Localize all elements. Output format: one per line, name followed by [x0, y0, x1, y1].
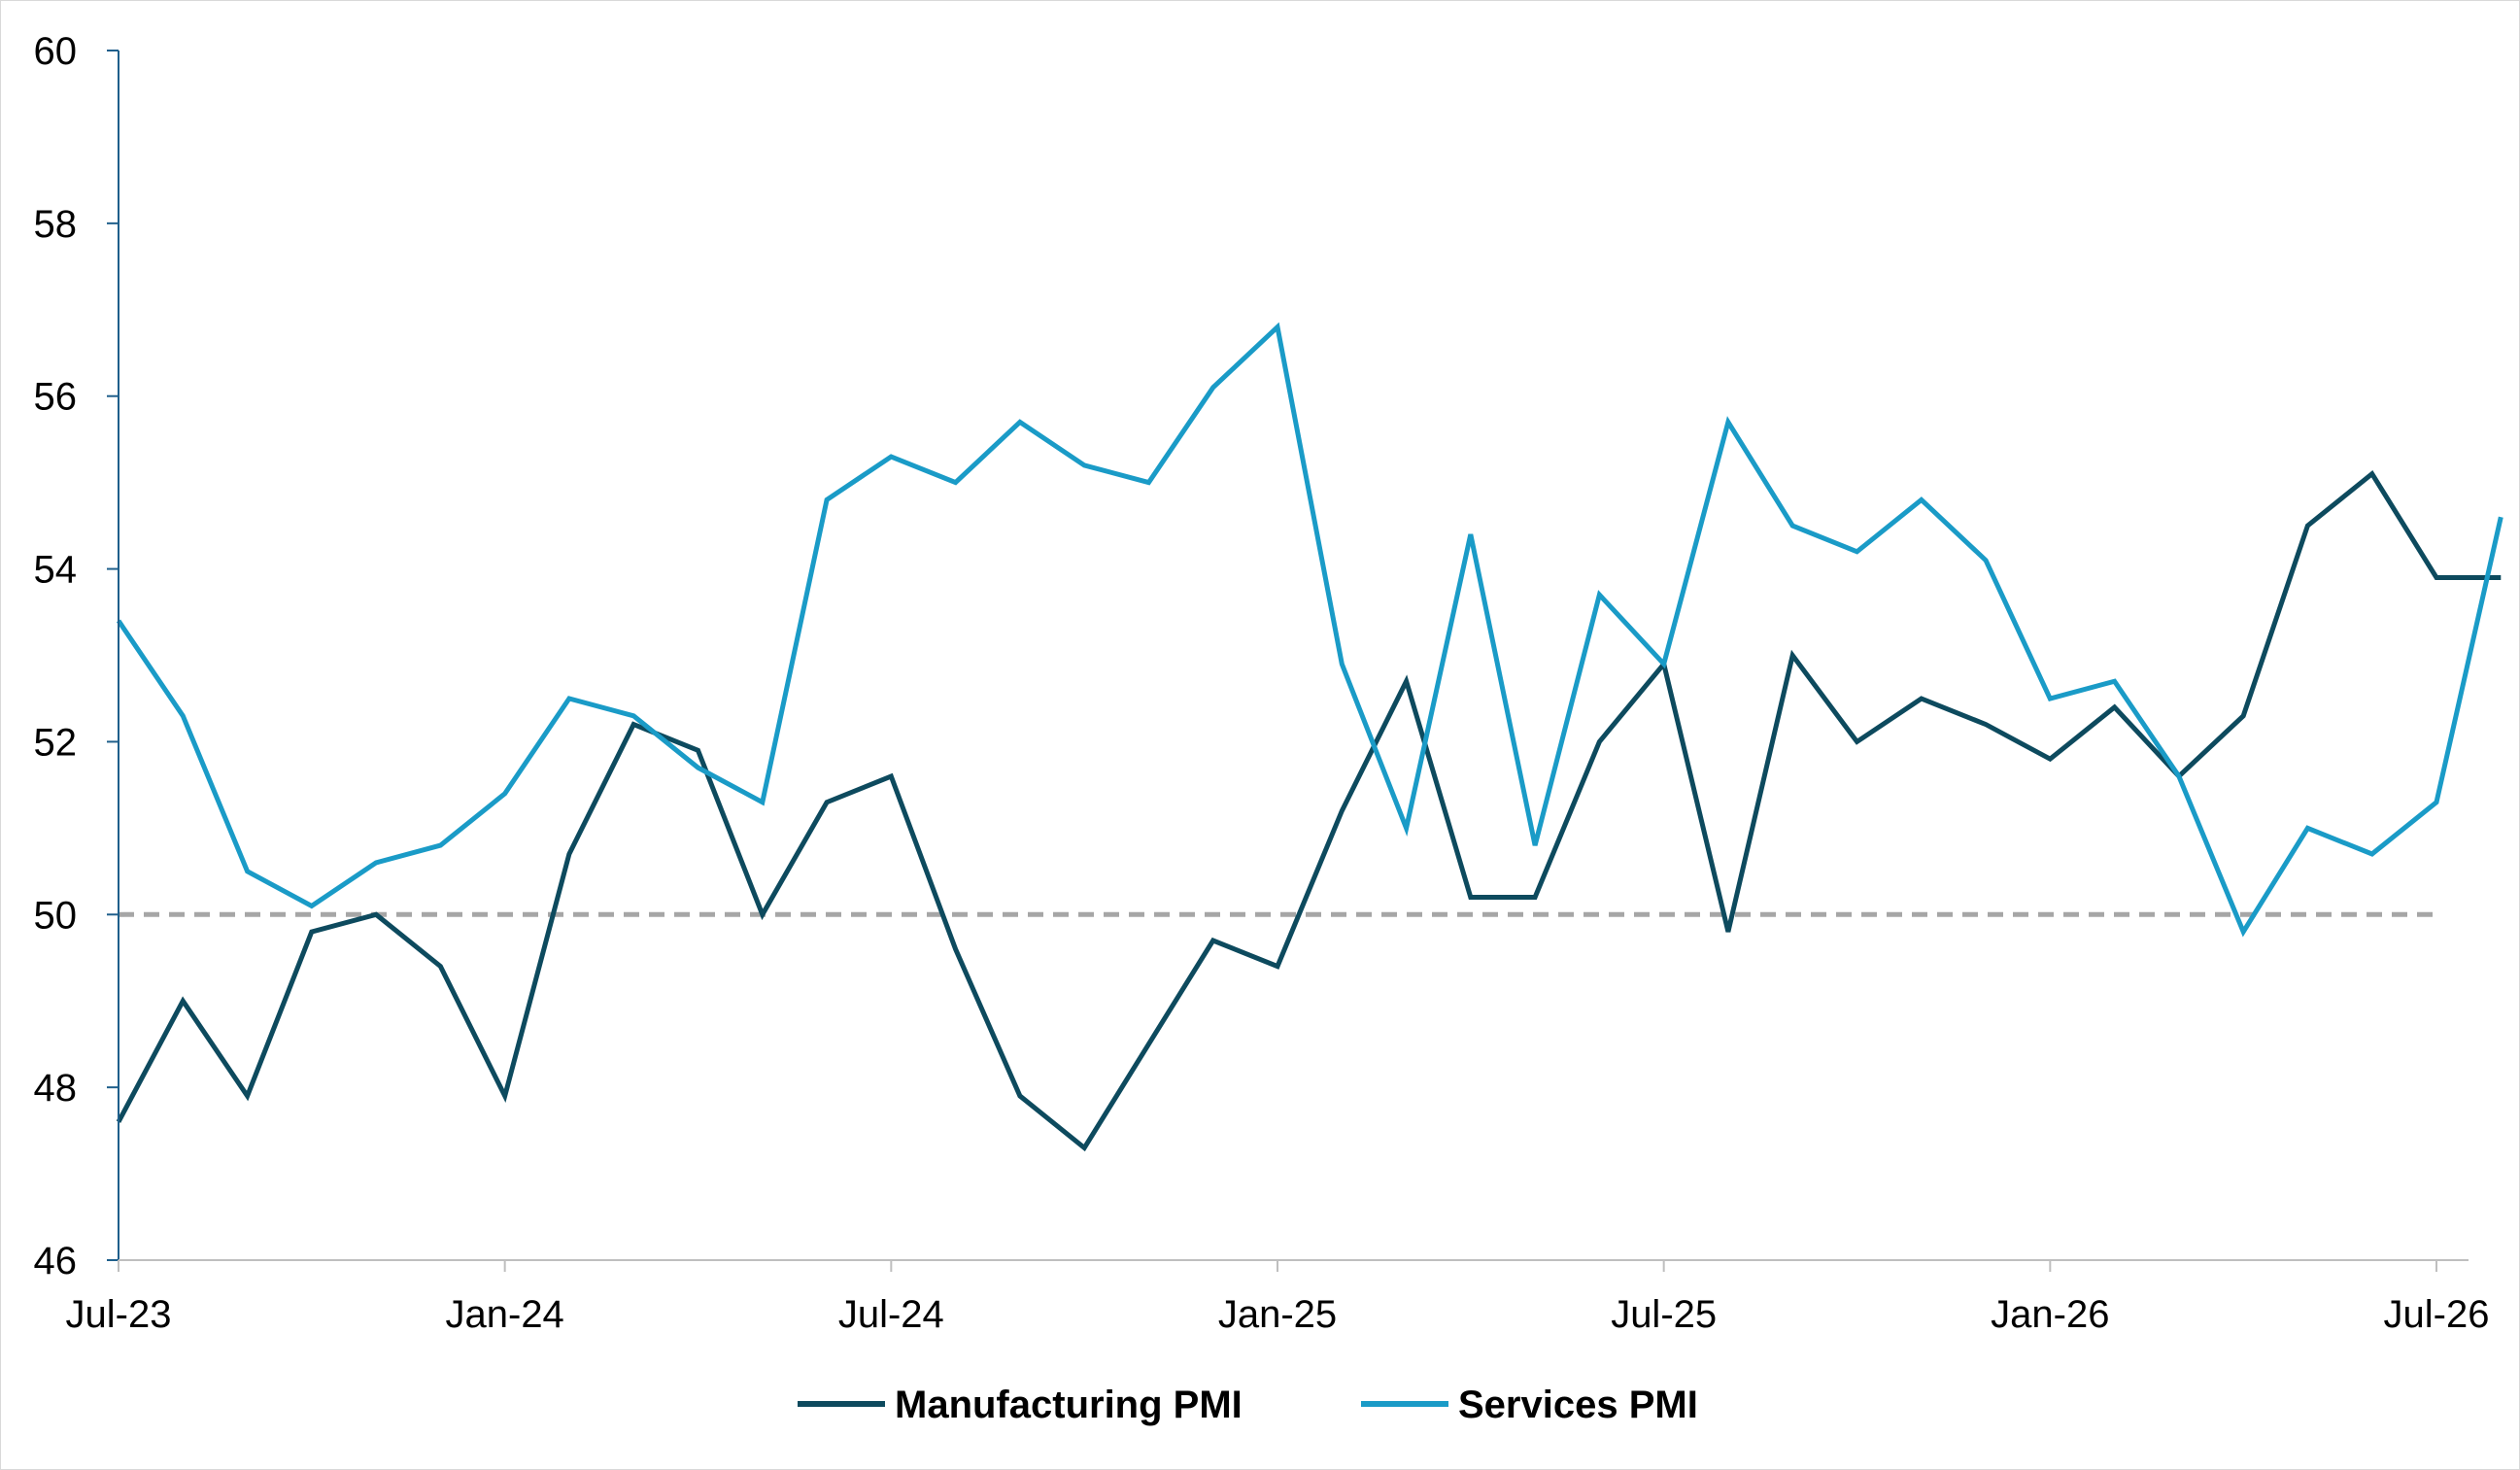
y-tick-label: 56	[34, 376, 78, 419]
manufacturing-pmi-line	[116, 469, 2502, 1152]
y-tick-label: 58	[34, 203, 78, 246]
y-tick-label: 54	[34, 549, 78, 592]
x-tick-label: Jul-23	[66, 1293, 172, 1336]
x-tick-label: Jan-26	[1991, 1293, 2109, 1336]
legend-label-services: Services PMI	[1458, 1384, 1698, 1426]
x-tick-label: Jan-25	[1218, 1293, 1337, 1336]
x-tick-label: Jul-25	[1611, 1293, 1717, 1336]
x-tick-label: Jul-24	[838, 1293, 944, 1336]
y-tick-label: 50	[34, 894, 78, 937]
x-tick-label: Jul-26	[2384, 1293, 2490, 1336]
y-tick-label: 46	[34, 1240, 78, 1282]
legend-label-manufacturing: Manufacturing PMI	[895, 1384, 1243, 1426]
y-tick-label: 52	[34, 721, 78, 764]
y-tick-label: 48	[34, 1067, 78, 1110]
y-tick-label: 60	[34, 30, 78, 73]
services-pmi-line	[116, 322, 2503, 938]
x-tick-label: Jan-24	[446, 1293, 564, 1336]
